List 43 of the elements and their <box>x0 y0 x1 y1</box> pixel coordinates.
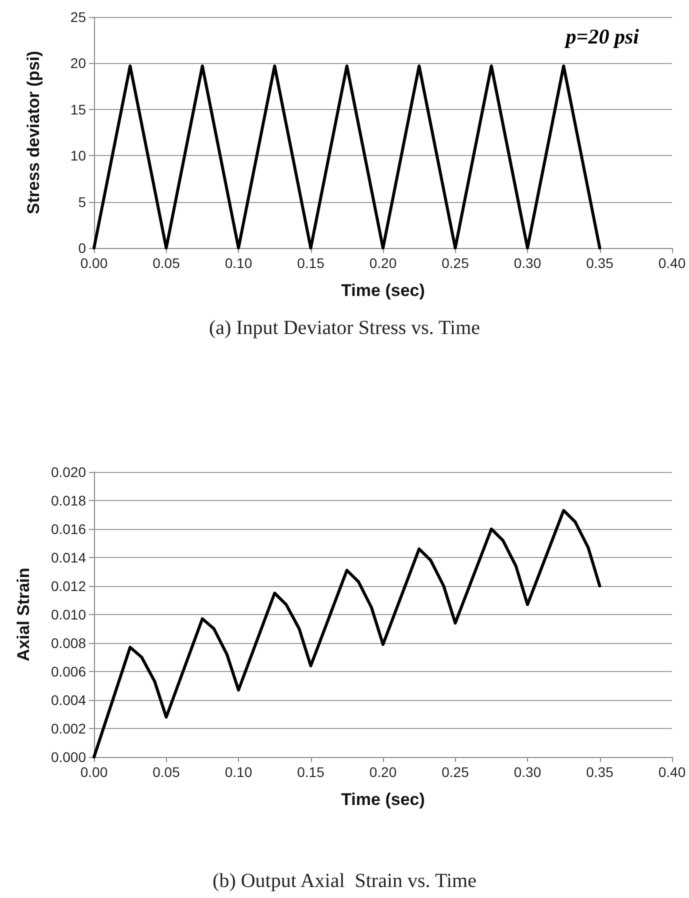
x-tick-label: 0.30 <box>514 764 542 780</box>
y-tick-label: 15 <box>70 101 86 118</box>
x-tick-label: 0.00 <box>80 764 108 780</box>
y-tick-label: 5 <box>78 194 86 210</box>
x-tick-label: 0.35 <box>586 764 614 780</box>
y-tick-label: 0.012 <box>50 578 86 594</box>
x-tick-label: 0.20 <box>369 255 397 271</box>
y-tick-label: 25 <box>70 9 86 25</box>
y-tick-label: 0 <box>78 240 86 256</box>
x-tick-label: 0.05 <box>152 764 180 780</box>
y-tick-label: 0.020 <box>50 464 86 480</box>
x-tick-label: 0.40 <box>658 764 686 780</box>
y-axis-title: Stress deviator (psi) <box>24 50 43 214</box>
y-tick-label: 20 <box>70 55 86 72</box>
x-tick-label: 0.30 <box>514 255 542 271</box>
x-tick-label: 0.15 <box>297 764 325 780</box>
y-tick-label: 0.008 <box>50 635 86 651</box>
line-series <box>92 508 602 758</box>
annotation: p=20 psi <box>564 24 640 48</box>
y-tick-label: 0.004 <box>50 692 86 708</box>
y-tick-label: 0.014 <box>50 550 86 566</box>
y-tick-label: 0.016 <box>50 521 86 537</box>
x-tick-label: 0.15 <box>297 255 325 271</box>
x-tick-label: 0.10 <box>224 255 252 271</box>
y-tick-label: 0.018 <box>50 492 86 508</box>
x-tick-label: 0.25 <box>442 764 470 780</box>
x-tick-label: 0.35 <box>586 255 614 271</box>
x-tick-label: 0.40 <box>658 255 686 271</box>
y-tick-label: 0.000 <box>50 749 86 765</box>
x-axis-title: Time (sec) <box>341 790 425 809</box>
y-tick-label: 0.002 <box>50 720 86 736</box>
y-tick-label: 0.006 <box>50 664 86 680</box>
x-tick-label: 0.10 <box>224 764 252 780</box>
x-axis-title: Time (sec) <box>341 281 425 300</box>
x-tick-label: 0.25 <box>442 255 470 271</box>
y-tick-label: 0.010 <box>50 606 86 622</box>
y-axis-title: Axial Strain <box>14 568 33 662</box>
x-tick-label: 0.00 <box>80 255 108 271</box>
x-tick-label: 0.20 <box>369 764 397 780</box>
y-tick-label: 10 <box>70 148 86 164</box>
text: (b) Output Axial Strain vs. Time <box>212 870 477 892</box>
text: (a) Input Deviator Stress vs. Time <box>208 317 480 339</box>
x-tick-label: 0.05 <box>152 255 180 271</box>
